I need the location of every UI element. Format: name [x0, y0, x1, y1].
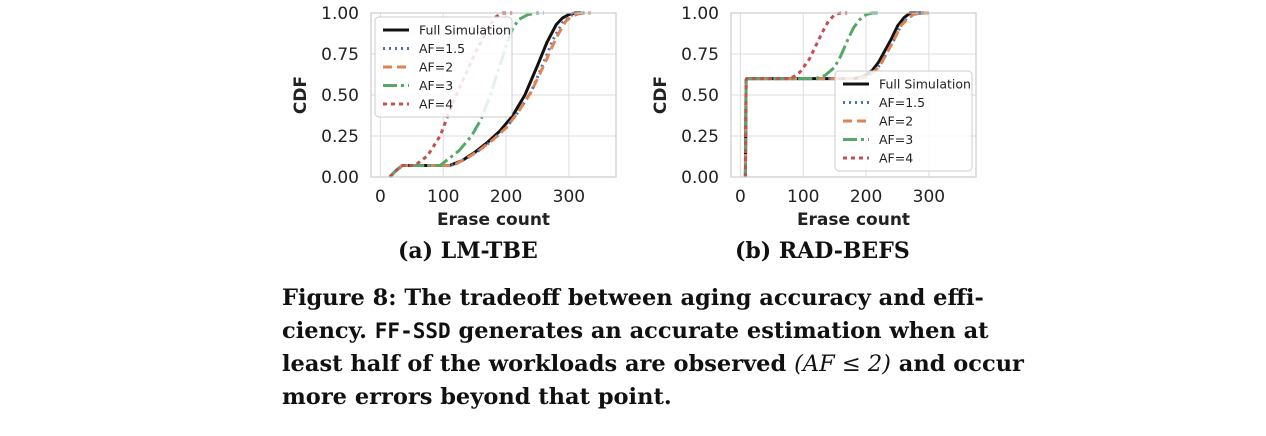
legend-label: AF=3: [419, 78, 453, 93]
legend-label: AF=1.5: [879, 95, 925, 110]
caption-label: Figure 8:: [282, 285, 397, 311]
caption-text-3: and occur more errors beyond that point.: [282, 351, 1024, 410]
series-line-af-2: [743, 11, 929, 178]
y-tick-label: 0.25: [321, 127, 359, 147]
x-tick-label: 100: [427, 187, 459, 207]
x-axis-label: Erase count: [797, 210, 910, 230]
plot-frame: [370, 12, 617, 178]
y-tick-label: 0.00: [681, 168, 719, 188]
y-tick-label: 0.50: [681, 86, 719, 106]
legend-label: AF=4: [879, 151, 913, 166]
legend-label: AF=3: [879, 132, 913, 147]
caption-code: FF-SSD: [374, 319, 451, 343]
y-tick-label: 0.75: [321, 45, 359, 65]
x-tick-label: 100: [787, 187, 819, 207]
legend-label: Full Simulation: [419, 23, 511, 38]
y-axis-label: CDF: [291, 76, 311, 114]
caption-math: (AF ≤ 2): [794, 351, 891, 377]
figure-caption: Figure 8: The tradeoff between aging acc…: [282, 282, 1042, 414]
legend-box: [834, 70, 973, 172]
y-tick-label: 0.25: [681, 127, 719, 147]
series-line-af-4: [388, 11, 513, 179]
plot-frame: [730, 12, 977, 178]
series-line-af-4: [743, 11, 848, 178]
subcaption-rad-befs: (b) RAD-BEFS: [735, 238, 910, 264]
x-tick-label: 0: [375, 187, 386, 207]
subcaption-lm-tbe: (a) LM-TBE: [398, 238, 538, 264]
legend-label: Full Simulation: [879, 77, 971, 92]
legend-box: [374, 16, 513, 118]
y-tick-label: 1.00: [321, 4, 359, 24]
legend-label: AF=2: [419, 60, 453, 75]
x-tick-label: 200: [490, 187, 522, 207]
caption-text-1: The tradeoff between aging accuracy and …: [282, 285, 984, 344]
legend-label: AF=4: [419, 97, 453, 112]
y-tick-label: 0.50: [321, 86, 359, 106]
series-line-af-3: [743, 11, 879, 178]
x-tick-label: 200: [850, 187, 882, 207]
y-tick-label: 0.75: [681, 45, 719, 65]
y-axis-label: CDF: [651, 76, 671, 114]
caption-text-2: generates an accurate estimation when at…: [282, 318, 989, 377]
legend-label: AF=1.5: [419, 41, 465, 56]
y-tick-label: 1.00: [681, 4, 719, 24]
x-tick-label: 300: [913, 187, 945, 207]
x-axis-label: Erase count: [437, 210, 550, 230]
legend-label: AF=2: [879, 114, 913, 129]
x-tick-label: 0: [735, 187, 746, 207]
x-tick-label: 300: [553, 187, 585, 207]
y-tick-label: 0.00: [321, 168, 359, 188]
